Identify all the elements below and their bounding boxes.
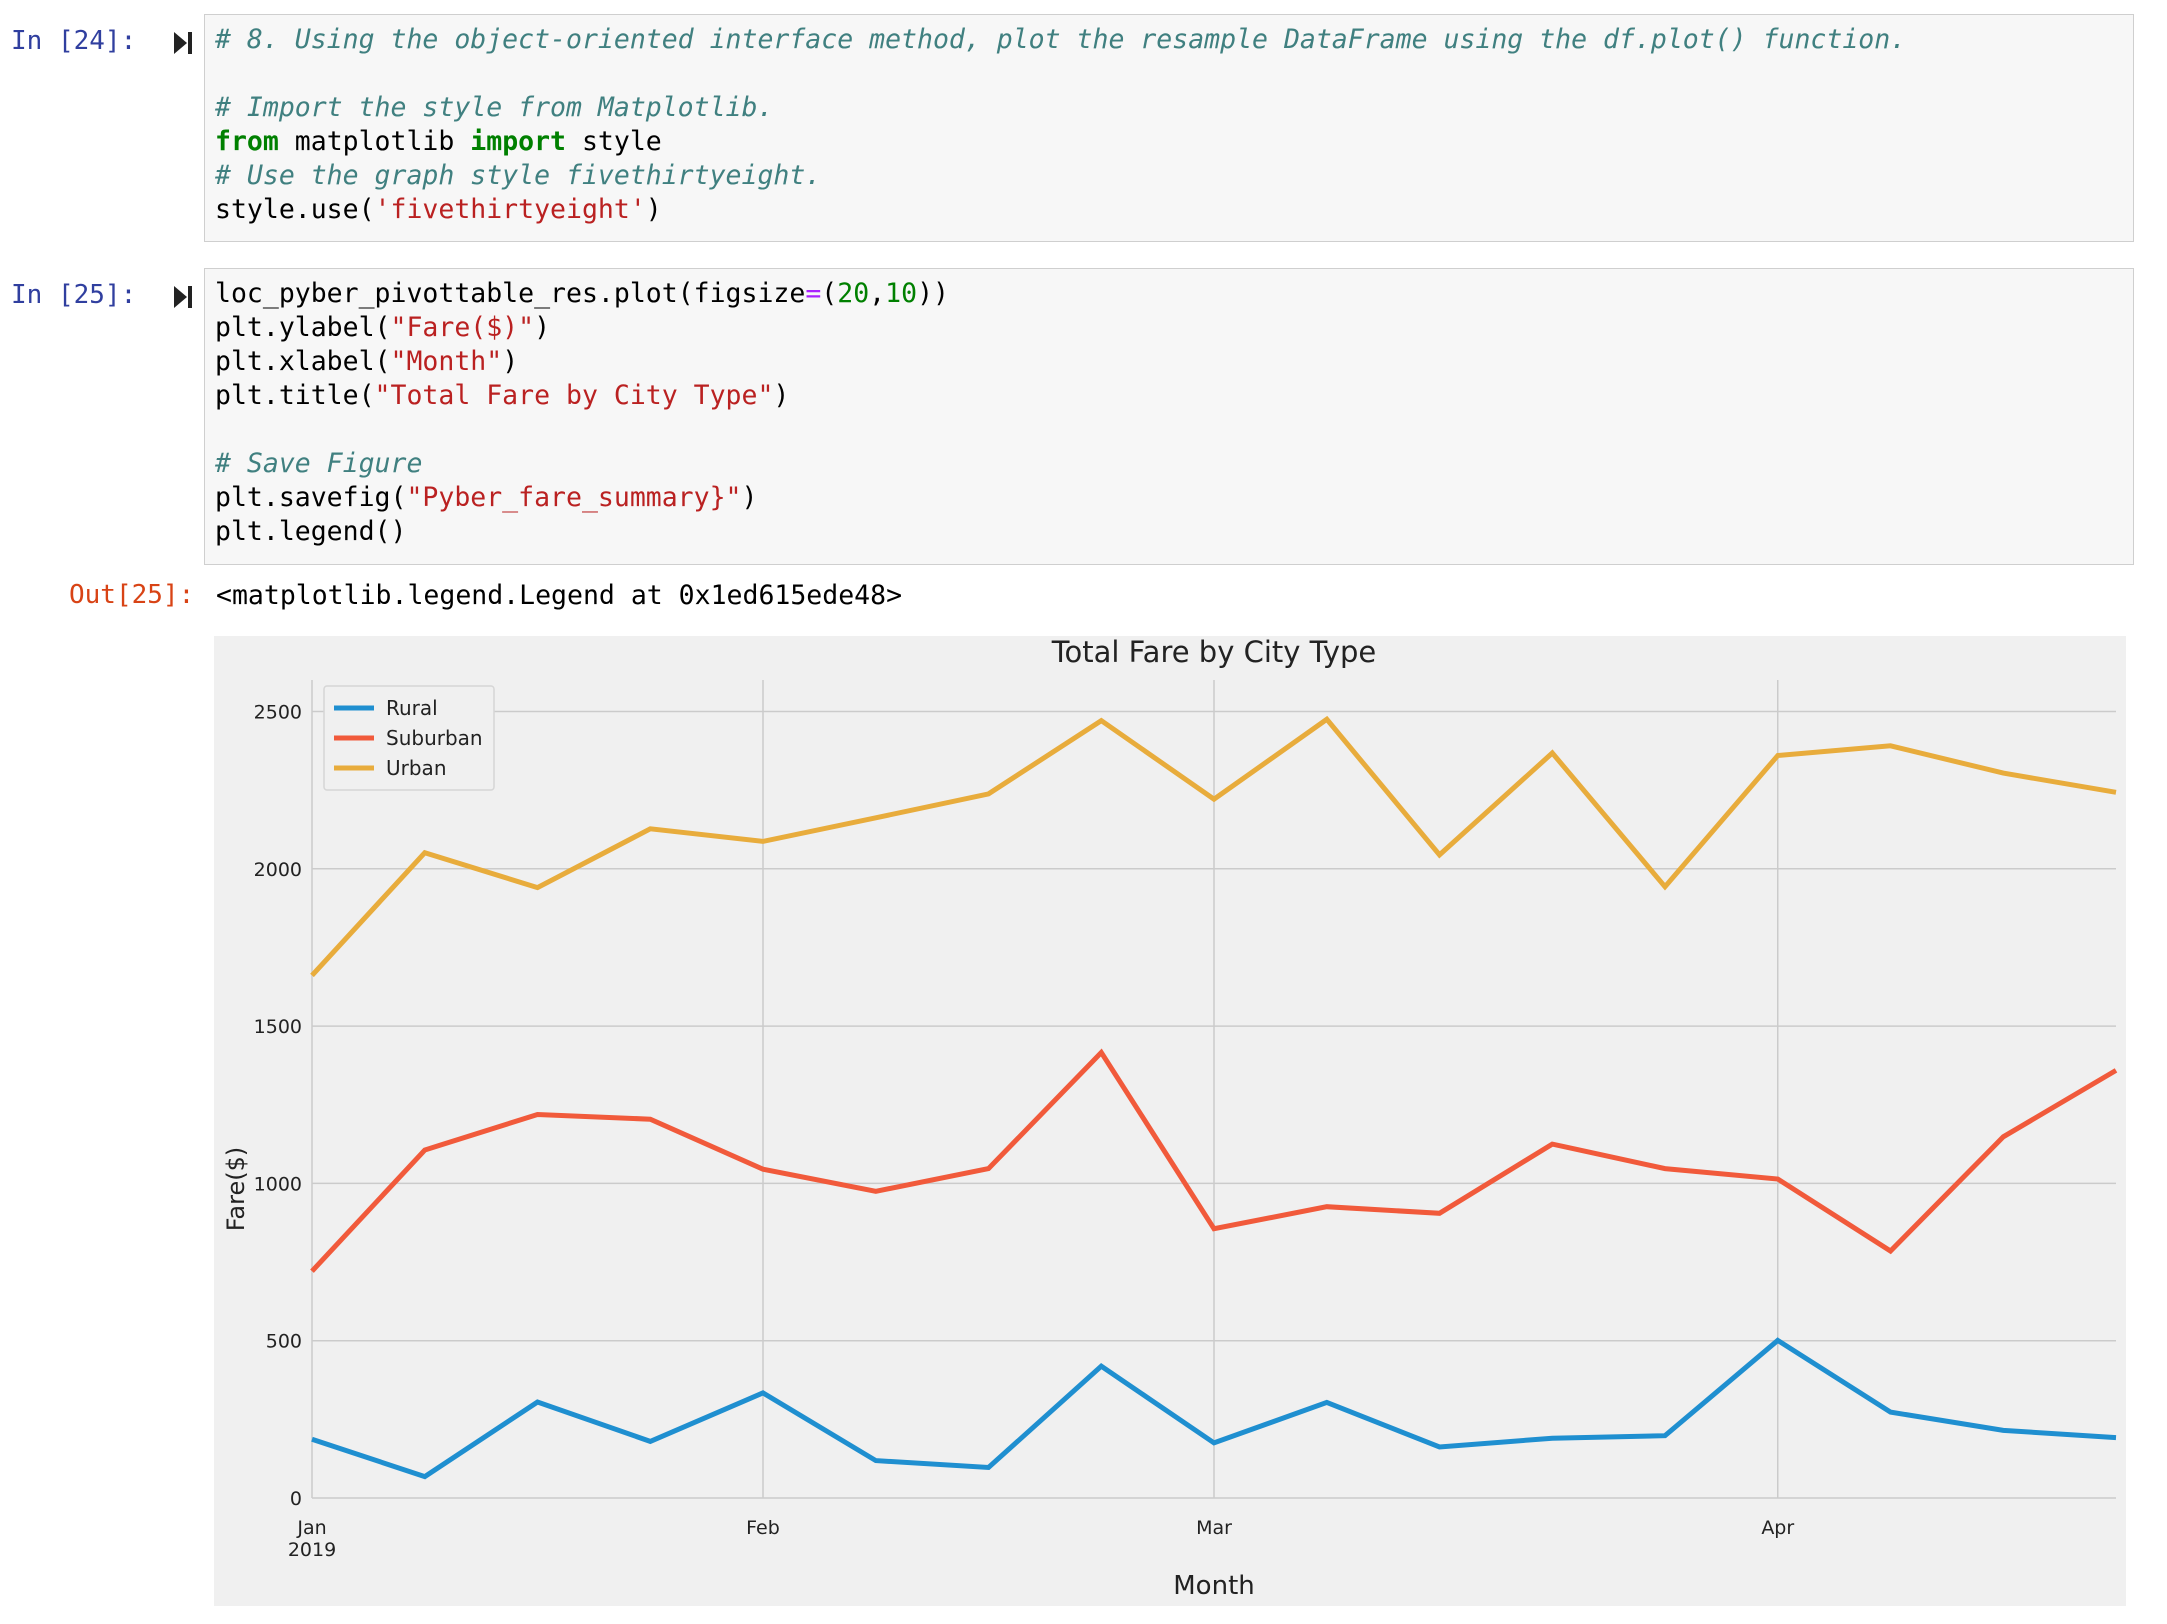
code-cell-25[interactable]: loc_pyber_pivottable_res.plot(figsize=(2… — [204, 268, 2134, 565]
code-token: # Use the graph style fivethirtyeight. — [215, 160, 822, 191]
code-token: ) — [502, 346, 519, 377]
code-token: style.use( — [215, 194, 375, 225]
y-tick-label: 0 — [290, 1488, 302, 1510]
code-token: 20 — [837, 278, 870, 309]
code-token: plt.savefig( — [215, 482, 407, 513]
cell-24-prompt: In [24]: — [11, 26, 137, 56]
code-token: # 8. Using the object-oriented interface… — [215, 24, 1907, 55]
code-token: matplotlib — [278, 126, 471, 157]
code-token: ( — [821, 278, 838, 309]
y-tick-label: 2500 — [254, 701, 302, 723]
code-token: "Pyber_fare_summary}" — [406, 482, 742, 513]
code-cell-25-source[interactable]: loc_pyber_pivottable_res.plot(figsize=(2… — [215, 277, 949, 549]
code-token: 10 — [885, 278, 918, 309]
code-token: plt.title( — [215, 380, 375, 411]
code-token: "Fare($)" — [390, 312, 535, 343]
code-token: )) — [917, 278, 949, 309]
code-token: ) — [645, 194, 662, 225]
y-tick-label: 2000 — [254, 859, 302, 881]
chart-output: 0 500 1000 1500 2000 2500 Jan 2019 Feb Mar Apr Tota… — [214, 635, 2126, 1606]
legend-label: Rural — [386, 696, 438, 720]
code-token: style — [566, 126, 662, 157]
code-token: 'fivethirtyeight' — [374, 194, 646, 225]
code-token: "Total Fare by City Type" — [374, 380, 774, 411]
code-token: # Save Figure — [215, 448, 423, 479]
code-token: from — [215, 126, 279, 157]
x-tick-label: Feb — [746, 1517, 780, 1539]
x-tick-label: Jan — [296, 1517, 326, 1539]
y-tick-label: 1500 — [254, 1016, 302, 1038]
code-token: plt.xlabel( — [215, 346, 391, 377]
y-axis-label: Fare($) — [222, 1147, 250, 1231]
x-axis-label: Month — [1173, 1571, 1255, 1601]
code-cell-24[interactable]: # 8. Using the object-oriented interface… — [204, 14, 2134, 242]
code-token: ) — [741, 482, 758, 513]
legend-label: Suburban — [386, 726, 483, 750]
out-25-text: <matplotlib.legend.Legend at 0x1ed615ede… — [216, 580, 903, 611]
code-cell-24-source[interactable]: # 8. Using the object-oriented interface… — [215, 23, 1906, 227]
out-25-prompt: Out[25]: — [69, 580, 195, 610]
y-tick-label: 1000 — [254, 1173, 302, 1195]
code-token: = — [805, 278, 822, 309]
code-token: # Import the style from Matplotlib. — [215, 92, 774, 123]
run-cell-25-icon[interactable] — [170, 284, 196, 310]
code-token: ) — [534, 312, 551, 343]
code-token: loc_pyber_pivottable_res.plot(figsize — [215, 278, 806, 309]
code-token: import — [470, 126, 567, 157]
run-cell-24-icon[interactable] — [170, 30, 196, 56]
code-token: plt.ylabel( — [215, 312, 391, 343]
x-tick-label: Mar — [1196, 1517, 1232, 1539]
legend-box — [323, 685, 495, 791]
legend-label: Urban — [386, 756, 447, 780]
code-token: plt.legend() — [215, 516, 407, 547]
y-tick-label: 500 — [266, 1331, 302, 1353]
cell-25-prompt: In [25]: — [11, 280, 137, 310]
x-tick-sublabel: 2019 — [288, 1539, 336, 1561]
chart-title: Total Fare by City Type — [1051, 636, 1377, 669]
x-tick-label: Apr — [1761, 1517, 1794, 1539]
code-token: ) — [773, 380, 790, 411]
plot-background — [214, 636, 2126, 1606]
code-token: , — [869, 278, 886, 309]
code-token: "Month" — [390, 346, 503, 377]
